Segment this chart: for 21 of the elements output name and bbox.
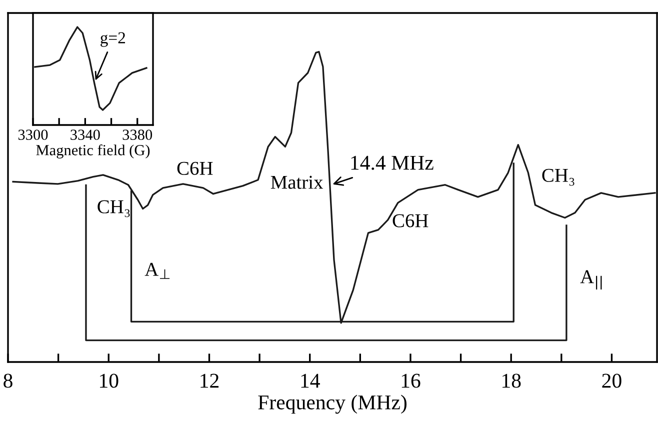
- annotation: g=2: [100, 32, 126, 47]
- annotation: CH₃: [542, 168, 574, 186]
- annotation: 14.4 MHz: [351, 156, 434, 170]
- x-tick-label: 3340: [70, 130, 100, 140]
- x-tick-label: 8: [4, 374, 12, 388]
- x-axis-title: Magnetic field (G): [36, 144, 150, 158]
- annotation: A$_{⊥}$: [144, 262, 170, 279]
- x-axis-title: Frequency (MHz): [258, 394, 406, 414]
- annotation: A$_{||}$: [580, 270, 602, 290]
- x-tick-label: 18: [502, 374, 521, 388]
- x-tick-label: 3300: [18, 130, 48, 140]
- annotation: Matrix: [270, 176, 324, 189]
- x-tick-label: 14: [301, 374, 320, 388]
- annotation: C6H: [177, 162, 213, 175]
- annotation: CH₃: [98, 200, 130, 218]
- x-tick-label: 12: [200, 374, 219, 388]
- x-tick-label: 3380: [122, 130, 152, 140]
- x-tick-label: 16: [402, 374, 420, 388]
- x-tick-label: 10: [100, 374, 118, 388]
- annotation: C6H: [392, 214, 428, 228]
- x-tick-label: 20: [602, 374, 622, 388]
